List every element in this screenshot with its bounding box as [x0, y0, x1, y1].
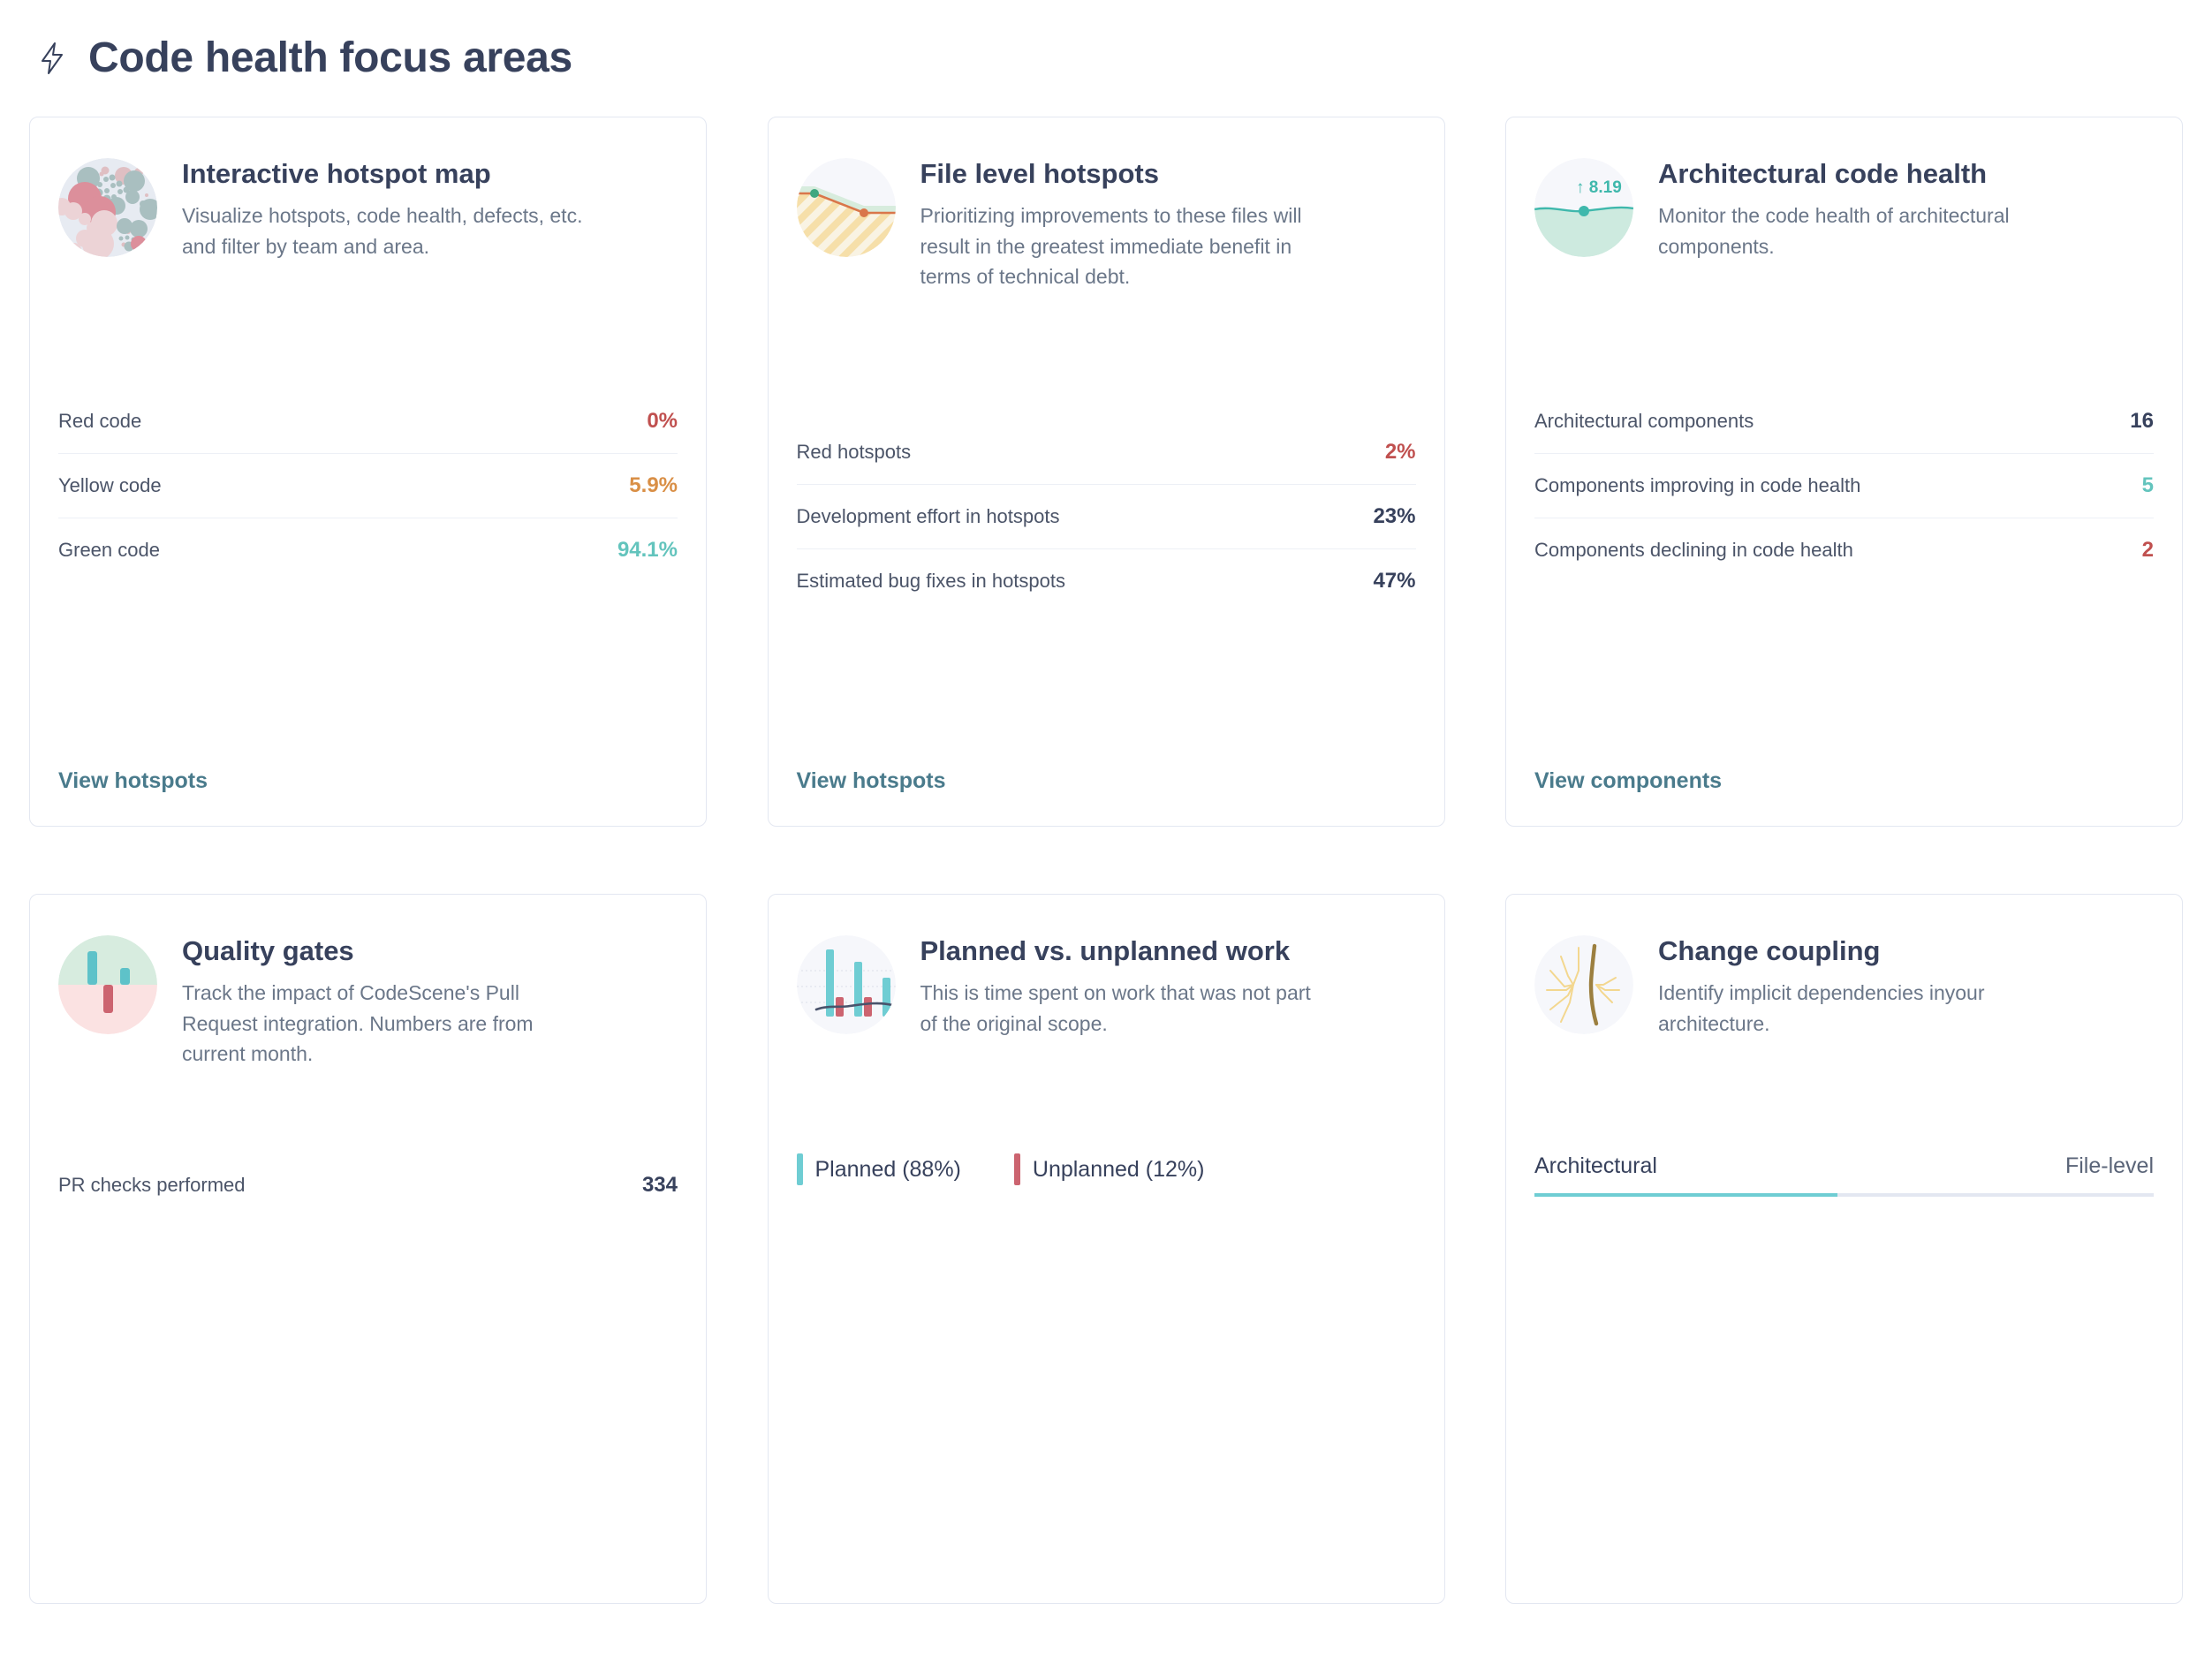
- svg-text:↑ 8.19: ↑ 8.19: [1576, 178, 1622, 197]
